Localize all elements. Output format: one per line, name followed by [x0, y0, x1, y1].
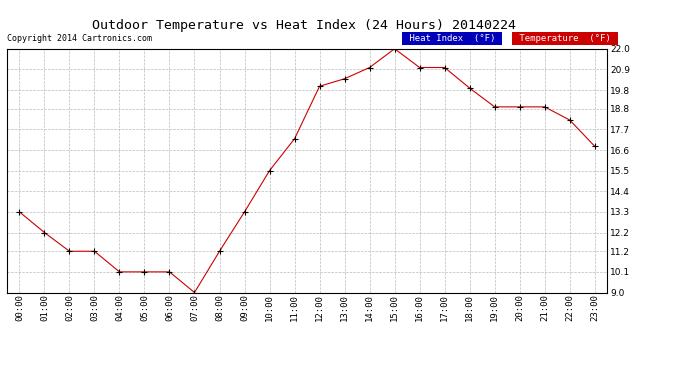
- Text: Copyright 2014 Cartronics.com: Copyright 2014 Cartronics.com: [7, 34, 152, 43]
- Text: Temperature  (°F): Temperature (°F): [514, 34, 616, 43]
- Text: Outdoor Temperature vs Heat Index (24 Hours) 20140224: Outdoor Temperature vs Heat Index (24 Ho…: [92, 19, 515, 32]
- Text: Heat Index  (°F): Heat Index (°F): [404, 34, 500, 43]
